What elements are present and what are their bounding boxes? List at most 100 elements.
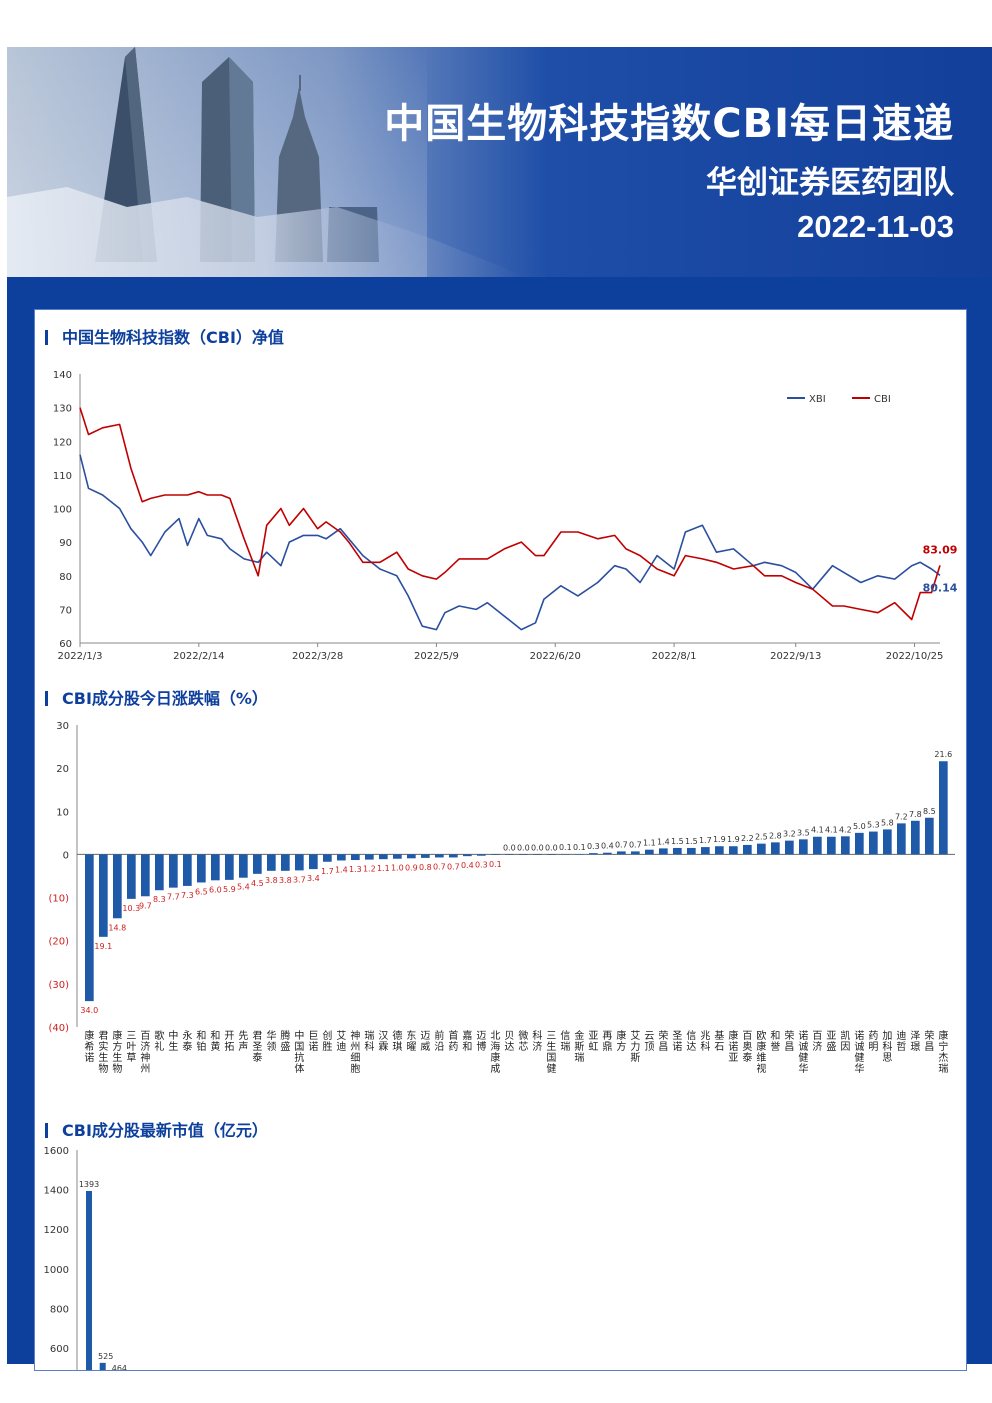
bar-value-label: 1.2 xyxy=(363,865,376,874)
bar-value-label: 1.5 xyxy=(671,837,684,846)
category-label: 康宁杰瑞 xyxy=(938,1029,948,1075)
bar-value-label: 2.8 xyxy=(769,831,782,840)
bar-49 xyxy=(757,843,766,855)
bar-value-label: 0.7 xyxy=(433,862,446,871)
bar-value-label: 1.7 xyxy=(699,836,712,845)
mktcap-value-label: 464 xyxy=(112,1364,127,1370)
category-label: 华领 xyxy=(266,1029,276,1053)
y-tick-label: 1600 xyxy=(44,1146,69,1157)
category-label: 首药 xyxy=(448,1029,458,1053)
category-label: 瑞科 xyxy=(364,1030,374,1053)
category-label: 迪哲 xyxy=(896,1030,906,1053)
bar-value-label: 0.1 xyxy=(559,843,572,852)
category-label: 药明 xyxy=(868,1030,878,1053)
category-label: 云顶 xyxy=(644,1031,654,1053)
category-label: 基石 xyxy=(714,1029,724,1053)
bar-4 xyxy=(127,854,136,899)
category-label: 凯因 xyxy=(840,1029,850,1053)
bar-value-label: 9.7 xyxy=(139,901,152,910)
category-label: 康诺亚 xyxy=(728,1029,738,1064)
bar-41 xyxy=(645,849,654,855)
city-skyline-image xyxy=(7,47,992,277)
bar-28 xyxy=(463,854,472,857)
bar-44 xyxy=(687,847,696,855)
bar-3 xyxy=(113,854,122,919)
bar-value-label: 0.0 xyxy=(545,843,558,852)
category-label: 荣昌 xyxy=(784,1030,794,1053)
category-label: 迈博 xyxy=(476,1030,486,1053)
category-label: 诺诚健华 xyxy=(854,1030,864,1075)
series-line-xbi xyxy=(79,454,941,631)
mktcap-value-label: 525 xyxy=(98,1352,113,1361)
category-label: 腾盛 xyxy=(280,1029,290,1053)
bar-value-label: 1.1 xyxy=(643,839,656,848)
category-label: 德琪 xyxy=(392,1029,402,1053)
bar-value-label: 3.7 xyxy=(293,875,306,884)
category-label: 贝达 xyxy=(504,1030,514,1053)
y-tick-label: (40) xyxy=(48,1023,69,1034)
category-label: 微芯 xyxy=(518,1029,528,1053)
bar-value-label: 1.3 xyxy=(349,865,362,874)
bar-56 xyxy=(855,832,864,855)
bar-40 xyxy=(631,851,640,855)
series-line-cbi xyxy=(79,407,941,621)
bar-61 xyxy=(925,817,934,855)
bar-17 xyxy=(309,854,318,870)
x-tick-label: 2022/6/20 xyxy=(530,651,581,662)
bar-value-label: 4.2 xyxy=(839,825,852,834)
bar-value-label: 7.7 xyxy=(167,893,180,902)
mktcap-bar-2 xyxy=(99,1362,106,1370)
y-tick-label: 0 xyxy=(63,850,69,861)
bar-2 xyxy=(99,854,108,937)
category-label: 亚盛 xyxy=(826,1031,836,1053)
category-label: 巨诺 xyxy=(308,1030,318,1053)
bar-value-label: 0.3 xyxy=(587,842,600,851)
section-marker xyxy=(45,330,48,345)
y-tick-label: 1000 xyxy=(44,1265,69,1276)
netvalue-section-title: 中国生物科技指数（CBI）净值 xyxy=(45,324,284,348)
category-label: 三叶草 xyxy=(126,1031,136,1064)
y-tick-label: 20 xyxy=(56,764,69,775)
xbi-end-label: 80.14 xyxy=(923,581,958,594)
category-label: 亚虹 xyxy=(588,1031,598,1053)
x-tick-label: 2022/2/14 xyxy=(173,651,224,662)
y-tick-label: (20) xyxy=(48,937,69,948)
bar-60 xyxy=(911,820,920,855)
category-label: 艾力斯 xyxy=(630,1030,640,1064)
bar-value-label: 1.1 xyxy=(377,864,390,873)
category-label: 金斯瑞 xyxy=(574,1029,584,1064)
y-tick-label: 1200 xyxy=(44,1225,69,1236)
report-title: 中国生物科技指数CBI每日速递 xyxy=(384,101,954,147)
category-label: 康希诺 xyxy=(84,1029,94,1064)
bar-18 xyxy=(323,854,332,862)
bar-59 xyxy=(897,823,906,855)
y-tick-label: 60 xyxy=(59,639,72,650)
category-label: 三生国健 xyxy=(546,1031,556,1075)
cbi-end-label: 83.09 xyxy=(923,543,958,556)
bar-1 xyxy=(85,854,94,1002)
netvalue-line-chart: 60 70 80 90 100 110 120 130 140 2022/1/3 2022/2/14… xyxy=(53,370,958,662)
y-tick-label: 1400 xyxy=(44,1186,69,1197)
bar-value-label: 5.0 xyxy=(853,822,866,831)
mktcap-title-text: CBI成分股最新市值（亿元） xyxy=(62,1121,268,1140)
y-tick-label: 800 xyxy=(50,1304,69,1315)
bar-value-label: 6.5 xyxy=(195,887,208,896)
category-label: 永泰 xyxy=(182,1029,192,1053)
category-label: 东曜 xyxy=(406,1029,416,1053)
bar-value-label: 0.7 xyxy=(447,862,460,871)
daily-change-bar-chart: 30 20 10 0 (10) (20) (30) (40) 34.0 康希诺 19.1 君实生物 14… xyxy=(48,721,955,1075)
category-label: 开拓 xyxy=(224,1031,234,1053)
category-label: 康方 xyxy=(616,1029,626,1053)
y-tick-label: 10 xyxy=(56,807,69,818)
market-cap-bar-chart: 600 800 1000 1200 1400 1600 1393 525 464 xyxy=(44,1146,127,1370)
category-label: 迈威 xyxy=(420,1030,430,1053)
section-marker xyxy=(45,1123,48,1138)
bar-value-label: 4.5 xyxy=(251,879,264,888)
bar-16 xyxy=(295,854,304,871)
bar-value-label: 0.3 xyxy=(475,861,488,870)
bar-22 xyxy=(379,854,388,860)
category-label: 君圣泰 xyxy=(252,1030,262,1064)
section-marker xyxy=(45,691,48,706)
category-label: 艾迪 xyxy=(336,1030,346,1053)
bar-9 xyxy=(197,854,206,883)
